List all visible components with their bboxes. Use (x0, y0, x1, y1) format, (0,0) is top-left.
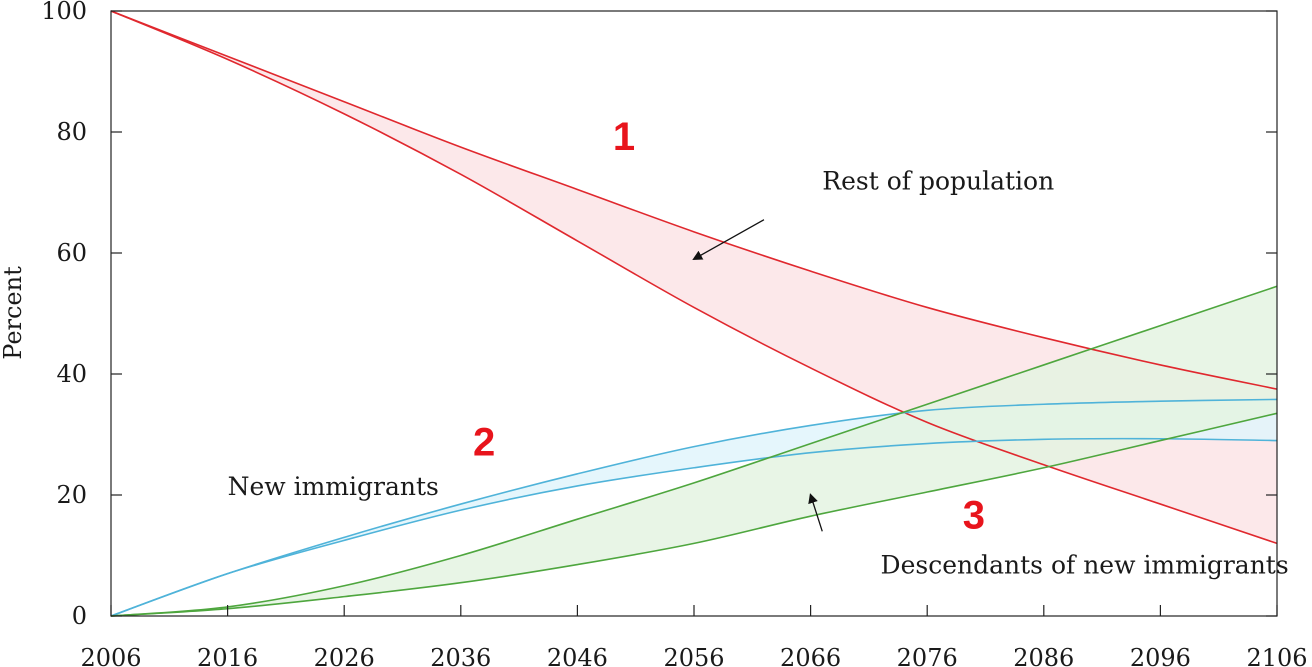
x-tick-label: 2026 (314, 644, 375, 667)
y-tick-label: 0 (72, 602, 87, 630)
y-tick-label: 100 (41, 0, 87, 25)
rest-of-population-lower-line (110, 10, 1278, 545)
x-tick-label: 2066 (780, 644, 841, 667)
rest-of-population-arrow (692, 219, 765, 261)
y-tick-label: 20 (56, 481, 87, 509)
x-tick-label: 2016 (197, 644, 258, 667)
x-tick-label: 2056 (663, 644, 724, 667)
descendants-of-new-immigrants-lower-line (110, 412, 1278, 617)
rest-of-population-label: Rest of population (822, 166, 1054, 195)
y-tick-label: 80 (56, 118, 87, 146)
axis-ticks: 0 20 40 60 80 100 2006 2016 2026 2036 2046 2056 2066… (41, 0, 1307, 667)
descendants-of-new-immigrants-arrow (808, 493, 823, 532)
x-tick-label: 2076 (897, 644, 958, 667)
new-immigrants-upper-line (110, 398, 1278, 617)
x-tick-label: 2006 (80, 644, 141, 667)
descendants-of-new-immigrants-band (111, 286, 1277, 616)
y-axis-label: Percent (0, 266, 27, 360)
series-lines (110, 10, 1278, 617)
marker-2: 2 (473, 421, 495, 465)
new-immigrants-label: New immigrants (228, 472, 439, 501)
x-tick-label: 2106 (1246, 644, 1307, 667)
y-tick-label: 60 (56, 239, 87, 267)
rest-of-population-upper-line (110, 10, 1278, 390)
descendants-of-new-immigrants-label: Descendants of new immigrants (881, 551, 1289, 580)
band-fills (111, 11, 1277, 616)
x-tick-label: 2036 (430, 644, 491, 667)
marker-3: 3 (963, 493, 985, 537)
annotations: Rest of population New immigrants Descenda… (228, 115, 1289, 580)
descendants-of-new-immigrants-upper-line (110, 285, 1278, 617)
y-tick-label: 40 (56, 360, 87, 388)
x-tick-label: 2096 (1130, 644, 1191, 667)
x-tick-label: 2046 (547, 644, 608, 667)
new-immigrants-lower-line (110, 437, 1278, 617)
marker-1: 1 (613, 115, 635, 159)
x-tick-label: 2086 (1013, 644, 1074, 667)
